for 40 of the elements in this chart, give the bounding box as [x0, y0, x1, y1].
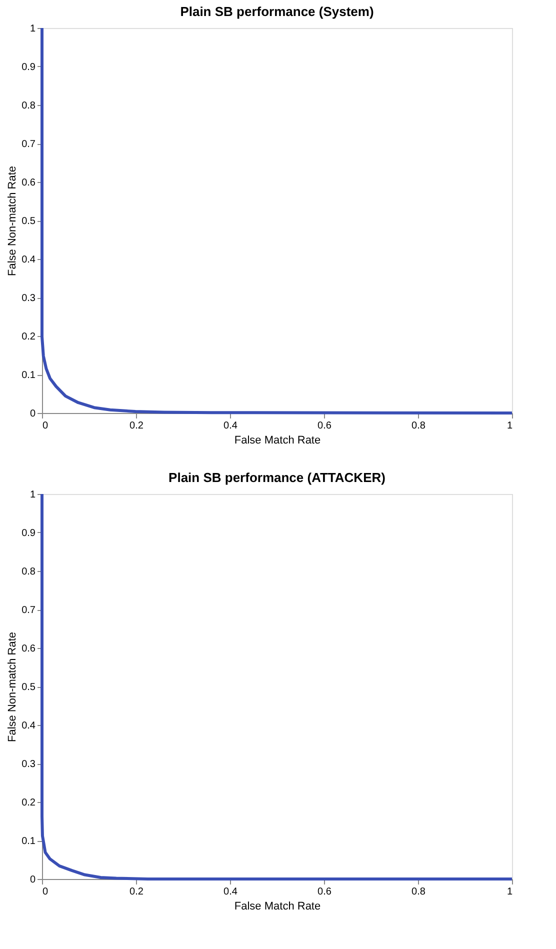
- x-tick-label: 0.4: [224, 886, 238, 898]
- x-tick-label: 1: [506, 420, 513, 432]
- y-tick-label: 0.7: [22, 605, 36, 616]
- y-tick-label: 0.8: [22, 566, 36, 578]
- y-tick-label: 0.8: [22, 100, 36, 112]
- y-tick-label: 0: [30, 874, 36, 886]
- y-tick-label: 0.4: [22, 254, 36, 266]
- x-tick-label: 0.2: [130, 886, 144, 898]
- y-tick-label: 0.2: [22, 332, 36, 342]
- y-tick-label: 0.5: [22, 682, 36, 693]
- y-tick-label: 0.9: [22, 528, 36, 539]
- x-axis-title: False Match Rate: [234, 434, 321, 446]
- y-tick-label: 1: [30, 490, 36, 500]
- y-tick-label: 0.3: [22, 759, 36, 770]
- x-tick-label: 0.2: [130, 420, 144, 432]
- x-tick-label: 0: [42, 420, 48, 432]
- x-tick-label: 0.6: [318, 420, 332, 432]
- chart-title: Plain SB performance (System): [180, 4, 374, 19]
- y-tick-label: 1: [30, 24, 36, 34]
- x-axis-title: False Match Rate: [234, 900, 321, 912]
- x-tick-label: 1: [506, 886, 513, 898]
- y-tick-label: 0.1: [22, 370, 36, 381]
- y-axis-title: False Non-match Rate: [6, 166, 19, 276]
- y-tick-label: 0.3: [22, 293, 36, 304]
- y-tick-label: 0: [30, 408, 36, 420]
- y-tick-label: 0.9: [22, 62, 36, 73]
- x-tick-label: 0.8: [412, 886, 426, 898]
- y-tick-label: 0.6: [22, 644, 36, 654]
- x-tick-label: 0: [42, 886, 48, 898]
- y-tick-label: 0.4: [22, 720, 36, 732]
- y-tick-label: 0.1: [22, 836, 36, 847]
- y-axis-title: False Non-match Rate: [6, 632, 19, 742]
- y-tick-label: 0.5: [22, 216, 36, 227]
- x-tick-label: 0.4: [224, 420, 238, 432]
- y-tick-label: 0.6: [22, 178, 36, 188]
- y-tick-label: 0.7: [22, 139, 36, 150]
- x-tick-label: 0.6: [318, 886, 332, 898]
- x-tick-label: 0.8: [412, 420, 426, 432]
- y-tick-label: 0.2: [22, 798, 36, 808]
- chart-title: Plain SB performance (ATTACKER): [168, 470, 386, 485]
